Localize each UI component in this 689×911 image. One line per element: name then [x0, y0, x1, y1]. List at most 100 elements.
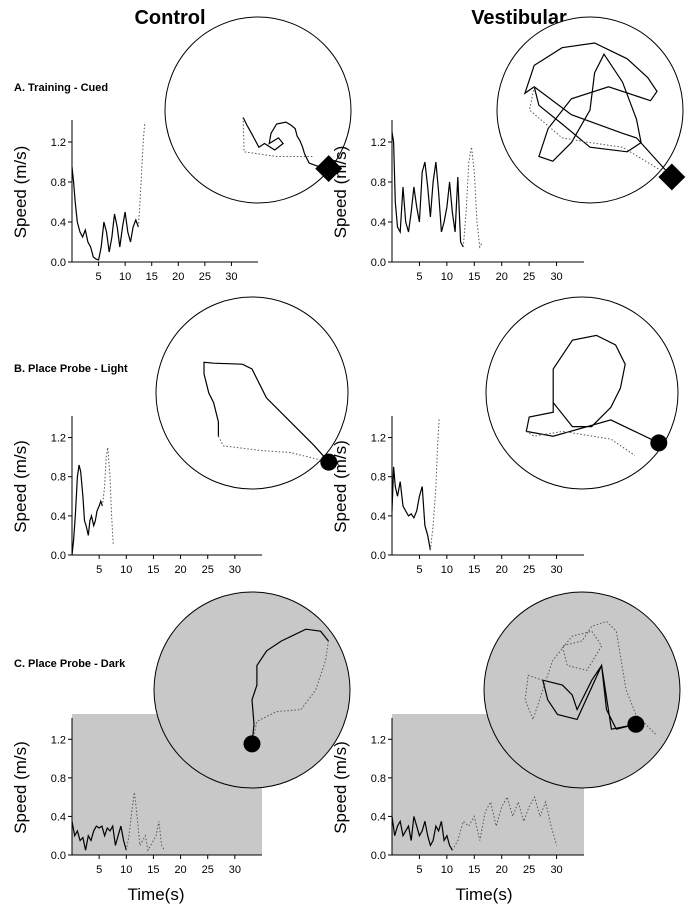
x-axis-label-vestibular: Time(s) — [456, 885, 513, 904]
swim-path-dotted — [528, 86, 673, 178]
x-tick-label: 25 — [202, 564, 214, 576]
x-tick-label: 20 — [496, 864, 508, 876]
x-tick-label: 15 — [147, 564, 159, 576]
y-tick-label: 1.2 — [371, 433, 386, 445]
speed-series-solid — [71, 821, 127, 851]
y-tick-label: 0.0 — [51, 550, 66, 562]
speed-series-solid — [391, 466, 431, 551]
x-tick-label: 15 — [468, 271, 480, 283]
x-tick-label: 25 — [523, 564, 535, 576]
x-tick-label: 15 — [146, 271, 158, 283]
y-axis-label: Speed (m/s) — [331, 440, 350, 533]
x-tick-label: 10 — [119, 271, 131, 283]
swim-path-solid — [203, 361, 330, 463]
platform-circle — [243, 735, 261, 753]
x-tick-label: 15 — [147, 864, 159, 876]
x-tick-label: 30 — [229, 564, 241, 576]
platform-circle — [650, 434, 668, 452]
panel-b-control: 0.0 0.4 0.8 1.2 5 10 15 20 25 30 Speed (m/s) — [11, 296, 349, 576]
x-tick-label: 25 — [523, 271, 535, 283]
y-tick-label: 0.8 — [371, 177, 386, 189]
swim-path-dotted — [217, 435, 329, 463]
speed-series-dotted — [137, 121, 146, 228]
y-tick-label: 0.8 — [371, 773, 386, 785]
column-title-control: Control — [134, 7, 205, 29]
arena-circle — [485, 296, 679, 490]
platform-circle — [320, 453, 338, 471]
x-axis-label-control: Time(s) — [128, 885, 185, 904]
swim-path-solid — [525, 334, 660, 444]
y-tick-label: 0.4 — [371, 511, 386, 523]
swim-path-solid — [523, 42, 673, 178]
y-axis-label: Speed (m/s) — [331, 146, 350, 239]
x-tick-label: 10 — [441, 864, 453, 876]
row-title-c: C. Place Probe - Dark — [14, 658, 126, 670]
speed-series-solid — [71, 166, 139, 261]
panels-group: 0.0 0.4 0.8 1.2 5 10 15 20 25 30 Speed (m/s) 0.0 0.4… — [11, 16, 686, 876]
x-tick-label: 25 — [523, 864, 535, 876]
y-tick-label: 1.2 — [371, 734, 386, 746]
y-axis-label: Speed (m/s) — [11, 146, 30, 239]
swim-path-solid — [251, 628, 329, 744]
speed-series-solid — [71, 464, 103, 556]
x-tick-label: 20 — [174, 864, 186, 876]
x-tick-label: 30 — [229, 864, 241, 876]
x-tick-label: 5 — [96, 864, 102, 876]
arena-circle — [483, 591, 681, 789]
y-tick-label: 0.4 — [51, 511, 66, 523]
speed-series-dotted — [429, 417, 440, 551]
y-tick-label: 1.2 — [51, 137, 66, 149]
y-tick-label: 0.4 — [51, 217, 66, 229]
x-tick-label: 5 — [416, 864, 422, 876]
swim-path-dotted — [524, 620, 656, 735]
arena-circle — [153, 591, 351, 789]
x-tick-label: 15 — [468, 564, 480, 576]
x-tick-label: 10 — [441, 271, 453, 283]
y-tick-label: 0.0 — [371, 257, 386, 269]
panel-a-vestibular: 0.0 0.4 0.8 1.2 5 10 15 20 25 30 Speed (m/s) — [331, 16, 686, 283]
y-tick-label: 1.2 — [51, 433, 66, 445]
y-tick-label: 0.4 — [51, 811, 66, 823]
x-tick-label: 5 — [96, 271, 102, 283]
y-axis-label: Speed (m/s) — [11, 440, 30, 533]
swim-path-solid — [541, 663, 637, 730]
x-tick-label: 25 — [199, 271, 211, 283]
x-tick-label: 10 — [441, 564, 453, 576]
swim-path-solid — [242, 117, 329, 170]
panel-c-control: 0.0 0.4 0.8 1.2 5 10 15 20 25 30 Speed (m/s) — [11, 591, 351, 876]
y-tick-label: 1.2 — [371, 137, 386, 149]
speed-series-dotted — [101, 447, 114, 546]
x-tick-label: 30 — [550, 864, 562, 876]
x-tick-label: 20 — [496, 271, 508, 283]
y-tick-label: 0.8 — [51, 177, 66, 189]
speed-series-solid — [391, 131, 464, 248]
speed-series-dotted — [462, 146, 483, 249]
x-tick-label: 5 — [416, 564, 422, 576]
column-title-vestibular: Vestibular — [471, 7, 567, 29]
y-tick-label: 0.0 — [371, 850, 386, 862]
arena-circle — [155, 296, 349, 490]
speed-series-dotted — [451, 795, 558, 851]
y-tick-label: 0.8 — [51, 773, 66, 785]
x-tick-label: 30 — [550, 271, 562, 283]
x-tick-label: 25 — [202, 864, 214, 876]
y-tick-label: 0.0 — [51, 850, 66, 862]
y-tick-label: 0.8 — [51, 472, 66, 484]
x-tick-label: 10 — [120, 864, 132, 876]
y-tick-label: 0.4 — [371, 811, 386, 823]
speed-series-dotted — [125, 792, 165, 852]
y-axis-label: Speed (m/s) — [11, 741, 30, 834]
x-tick-label: 15 — [468, 864, 480, 876]
x-tick-label: 30 — [550, 564, 562, 576]
row-title-b: B. Place Probe - Light — [14, 363, 128, 375]
x-tick-label: 20 — [496, 564, 508, 576]
y-axis-label: Speed (m/s) — [331, 741, 350, 834]
y-tick-label: 0.0 — [371, 550, 386, 562]
y-tick-label: 1.2 — [51, 734, 66, 746]
x-tick-label: 5 — [416, 271, 422, 283]
y-tick-label: 0.0 — [51, 257, 66, 269]
platform-circle — [627, 715, 645, 733]
speed-series-solid — [391, 816, 453, 851]
x-tick-label: 20 — [172, 271, 184, 283]
